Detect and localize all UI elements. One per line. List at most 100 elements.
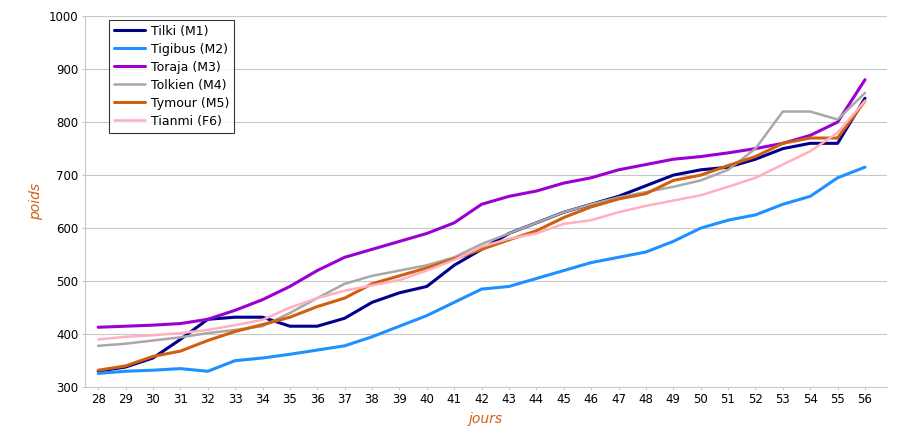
Tolkien (M4) [859,90,870,95]
Tianmi (F6) [285,305,295,310]
Tianmi (F6) [832,130,843,136]
Tianmi (F6) [695,193,706,198]
Line: Tymour (M5): Tymour (M5) [98,101,865,370]
Line: Toraja (M3): Toraja (M3) [98,80,865,327]
Tilki (M1) [613,194,624,199]
Tymour (M5) [230,329,241,334]
Tilki (M1) [147,355,158,361]
Tolkien (M4) [531,220,541,226]
Tianmi (F6) [339,288,350,293]
Tolkien (M4) [750,146,761,151]
Toraja (M3) [175,321,186,326]
Tianmi (F6) [92,337,103,342]
Tilki (M1) [230,314,241,320]
Tigibus (M2) [613,255,624,260]
Tymour (M5) [805,135,815,140]
Tianmi (F6) [257,317,268,322]
Tymour (M5) [476,247,487,252]
Tilki (M1) [175,337,186,342]
Toraja (M3) [778,140,788,146]
Tymour (M5) [120,363,131,369]
Tigibus (M2) [312,347,322,353]
Tilki (M1) [312,323,322,329]
Tilki (M1) [585,202,596,207]
Tigibus (M2) [504,284,515,289]
Tianmi (F6) [859,98,870,103]
Tilki (M1) [120,364,131,370]
Tianmi (F6) [120,334,131,339]
Tilki (M1) [504,231,515,236]
Tianmi (F6) [175,330,186,336]
Tigibus (M2) [147,368,158,373]
Tigibus (M2) [339,343,350,348]
Tymour (M5) [832,135,843,140]
Toraja (M3) [750,146,761,151]
Tigibus (M2) [366,334,377,339]
Tianmi (F6) [805,149,815,154]
Tolkien (M4) [640,190,651,195]
Tymour (M5) [202,338,213,343]
Toraja (M3) [394,239,405,244]
Tolkien (M4) [559,210,569,215]
Toraja (M3) [92,325,103,330]
Tolkien (M4) [476,241,487,247]
Toraja (M3) [559,181,569,186]
Line: Tigibus (M2): Tigibus (M2) [98,167,865,373]
Tymour (M5) [504,237,515,243]
Tianmi (F6) [778,162,788,167]
Tolkien (M4) [120,341,131,347]
Tilki (M1) [285,323,295,329]
Tigibus (M2) [750,212,761,218]
Tymour (M5) [175,348,186,354]
Tilki (M1) [750,157,761,162]
Tymour (M5) [257,322,268,327]
Toraja (M3) [449,220,460,226]
Tilki (M1) [92,368,103,374]
Tolkien (M4) [668,184,679,190]
Tigibus (M2) [668,239,679,244]
Tolkien (M4) [394,268,405,273]
Tolkien (M4) [202,330,213,336]
Tolkien (M4) [421,263,432,268]
Toraja (M3) [339,255,350,260]
Tianmi (F6) [640,203,651,209]
Toraja (M3) [120,323,131,329]
Tianmi (F6) [531,231,541,236]
Tianmi (F6) [230,322,241,328]
Tymour (M5) [723,163,734,168]
Toraja (M3) [585,175,596,181]
Tigibus (M2) [421,313,432,318]
Tymour (M5) [585,204,596,210]
Tymour (M5) [394,273,405,278]
Tolkien (M4) [504,231,515,236]
Toraja (M3) [640,162,651,167]
Toraja (M3) [257,297,268,302]
Tianmi (F6) [559,221,569,227]
Tilki (M1) [449,263,460,268]
Tolkien (M4) [312,295,322,301]
Tianmi (F6) [202,327,213,333]
Tigibus (M2) [805,194,815,199]
Tigibus (M2) [120,368,131,374]
Tilki (M1) [394,290,405,296]
Tymour (M5) [147,354,158,359]
Tianmi (F6) [668,198,679,203]
Tianmi (F6) [147,333,158,338]
Tolkien (M4) [230,327,241,333]
Toraja (M3) [230,308,241,313]
Tilki (M1) [668,173,679,178]
Tigibus (M2) [257,355,268,361]
Toraja (M3) [476,202,487,207]
Tianmi (F6) [366,283,377,288]
Toraja (M3) [504,194,515,199]
Tolkien (M4) [585,202,596,207]
Tymour (M5) [339,295,350,301]
Tymour (M5) [559,215,569,220]
X-axis label: jours: jours [469,412,503,426]
Tymour (M5) [640,191,651,196]
Tolkien (M4) [147,338,158,343]
Tilki (M1) [859,95,870,101]
Toraja (M3) [805,133,815,138]
Tilki (M1) [366,300,377,305]
Tymour (M5) [285,314,295,320]
